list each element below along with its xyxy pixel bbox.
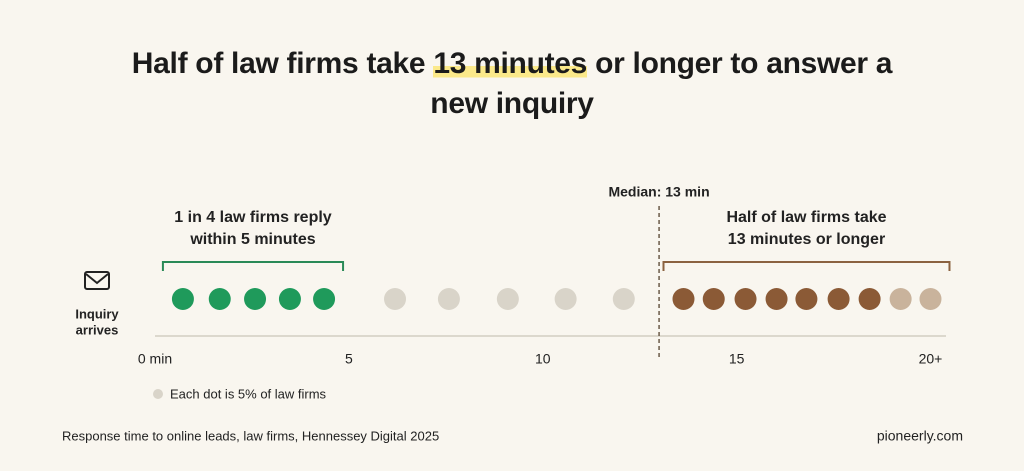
dot: [554, 288, 577, 310]
dot: [795, 288, 818, 310]
mail-icon: [84, 271, 110, 290]
title-text: or longer to answer a new inquiry: [430, 47, 893, 120]
start-label: arrives: [76, 322, 119, 337]
dot: [171, 288, 194, 310]
dot: [765, 288, 788, 310]
group-bracket: [161, 261, 345, 271]
dot: [827, 288, 850, 310]
dot: [889, 288, 912, 310]
dot: [278, 288, 301, 310]
group-label: 1 in 4 law firms reply: [174, 209, 332, 226]
start-label: Inquiry: [75, 306, 119, 321]
group-label: within 5 minutes: [189, 231, 315, 248]
x-tick-label: 20+: [919, 351, 943, 367]
legend-text: Each dot is 5% of law firms: [170, 386, 327, 401]
dot: [244, 288, 267, 310]
dot: [612, 288, 635, 310]
title: Half of law firms take 13 minutes or lon…: [112, 44, 912, 124]
x-tick-label: 10: [535, 351, 551, 367]
group-label: Half of law firms take: [726, 209, 886, 226]
dot: [437, 288, 460, 310]
x-tick-label: 15: [729, 351, 745, 367]
median-label: Median: 13 min: [608, 184, 709, 200]
dot: [672, 288, 695, 310]
dot: [496, 288, 519, 310]
dot: [208, 288, 231, 310]
legend-dot: [153, 389, 163, 399]
dot: [313, 288, 336, 310]
group-bracket: [662, 261, 951, 271]
dot: [384, 288, 407, 310]
brand: pioneerly.com: [877, 428, 963, 444]
title-text: Half of law firms take: [131, 47, 434, 80]
group-label: 13 minutes or longer: [728, 231, 885, 248]
x-tick-label: 0 min: [138, 351, 172, 367]
title-highlight: 13 minutes: [433, 47, 588, 80]
x-tick-label: 5: [345, 351, 353, 367]
source: Response time to online leads, law firms…: [62, 428, 439, 443]
dot: [919, 288, 942, 310]
dot: [734, 288, 757, 310]
dot: [858, 288, 881, 310]
dot: [702, 288, 725, 310]
